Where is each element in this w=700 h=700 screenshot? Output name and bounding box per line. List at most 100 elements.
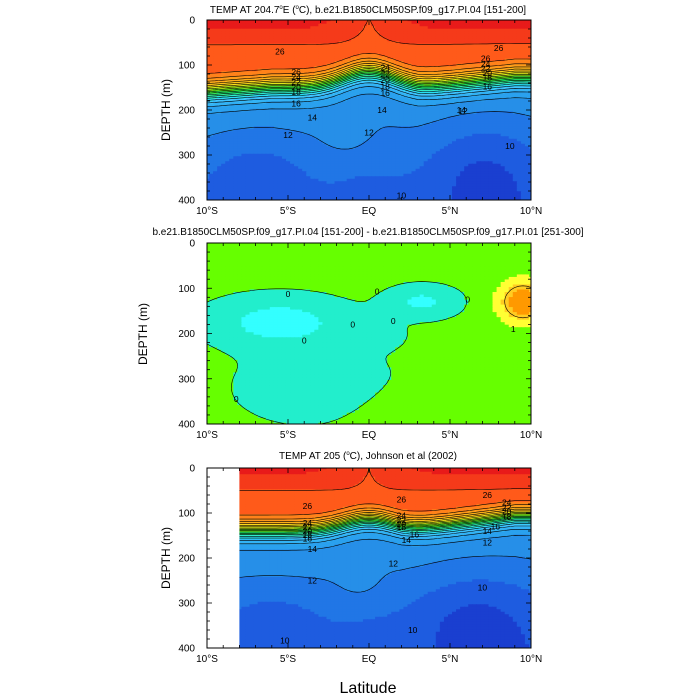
contour-cell [362, 171, 368, 175]
contour-cell [379, 126, 384, 130]
contour-cell [504, 91, 510, 95]
contour-cell [273, 66, 279, 70]
contour-cell [371, 96, 376, 100]
contour-cell [496, 36, 502, 40]
contour-cell [358, 83, 364, 87]
contour-cell [371, 41, 376, 45]
contour-cell [456, 138, 461, 142]
contour-cell [237, 101, 243, 105]
contour-cell [504, 23, 510, 27]
contour-cell [213, 46, 218, 50]
contour-cell [512, 166, 518, 170]
contour-cell [273, 43, 279, 47]
contour-cell [209, 151, 214, 155]
contour-cell [358, 46, 364, 50]
contour-cell [298, 48, 303, 52]
contour-cell [516, 158, 522, 162]
contour-cell [383, 68, 388, 72]
contour-cell [411, 126, 417, 130]
contour-cell [209, 136, 214, 140]
contour-cell [277, 78, 283, 82]
contour-cell [443, 86, 449, 90]
contour-cell [221, 73, 226, 77]
contour-cell [504, 168, 510, 172]
contour-cell [524, 116, 530, 120]
contour-cell [342, 108, 348, 112]
contour-cell [447, 141, 453, 145]
contour-cell [273, 68, 279, 72]
contour-cell [257, 46, 263, 50]
contour-cell [504, 33, 510, 37]
contour-cell [528, 58, 531, 62]
contour-cell [221, 148, 226, 152]
contour-cell [431, 101, 437, 105]
contour-cell [273, 61, 279, 65]
contour-cell [415, 158, 421, 162]
contour-cell [375, 56, 380, 60]
contour-cell [326, 138, 332, 142]
contour-cell [395, 28, 400, 32]
contour-cell [314, 86, 319, 90]
contour-cell [285, 36, 291, 40]
contour-cell [411, 31, 417, 35]
contour-cell [391, 131, 396, 135]
contour-cell [207, 61, 210, 65]
contour-cell [338, 158, 344, 162]
contour-cell [484, 168, 490, 172]
contour-cell [322, 136, 328, 140]
contour-cell [476, 166, 481, 170]
contour-cell [217, 128, 222, 132]
contour-cell [241, 91, 247, 95]
contour-cell [207, 76, 210, 80]
contour-cell [391, 51, 396, 55]
contour-cell [298, 76, 303, 80]
contour-cell [213, 73, 218, 77]
contour-cell [456, 128, 461, 132]
contour-cell [456, 121, 461, 125]
contour-cell [375, 113, 380, 117]
contour-cell [524, 163, 530, 167]
contour-cell [306, 103, 311, 107]
contour-cell [427, 51, 433, 55]
contour-cell [290, 96, 295, 100]
contour-cell [492, 126, 498, 130]
contour-cell [399, 116, 405, 120]
contour-cell [403, 161, 409, 165]
contour-cell [472, 133, 477, 137]
contour-cell [508, 163, 514, 167]
contour-cell [415, 148, 421, 152]
contour-cell [253, 106, 259, 110]
contour-cell [512, 33, 518, 37]
contour-cell [456, 118, 461, 122]
contour-cell [314, 56, 319, 60]
contour-cell [387, 73, 392, 77]
contour-cell [464, 111, 469, 115]
contour-cell [391, 63, 396, 67]
contour-cell [427, 66, 433, 70]
contour-cell [415, 141, 421, 145]
contour-cell [354, 81, 360, 85]
contour-cell [508, 73, 514, 77]
contour-cell [379, 158, 384, 162]
contour-cell [488, 46, 494, 50]
contour-cell [456, 83, 461, 87]
contour-cell [257, 51, 263, 55]
contour-cell [265, 146, 271, 150]
contour-cell [520, 148, 526, 152]
contour-cell [480, 156, 486, 160]
contour-cell [322, 66, 328, 70]
contour-cell [269, 166, 275, 170]
contour-cell [435, 103, 441, 107]
contour-cell [350, 163, 356, 167]
contour-cell [358, 118, 364, 122]
contour-cell [207, 41, 210, 45]
contour-cell [298, 86, 303, 90]
contour-cell [371, 66, 376, 70]
contour-cell [419, 111, 425, 115]
contour-cell [508, 123, 514, 127]
contour-cell [415, 111, 421, 115]
contour-cell [281, 143, 287, 147]
contour-cell [302, 66, 307, 70]
contour-cell [334, 61, 340, 65]
contour-cell [375, 156, 380, 160]
